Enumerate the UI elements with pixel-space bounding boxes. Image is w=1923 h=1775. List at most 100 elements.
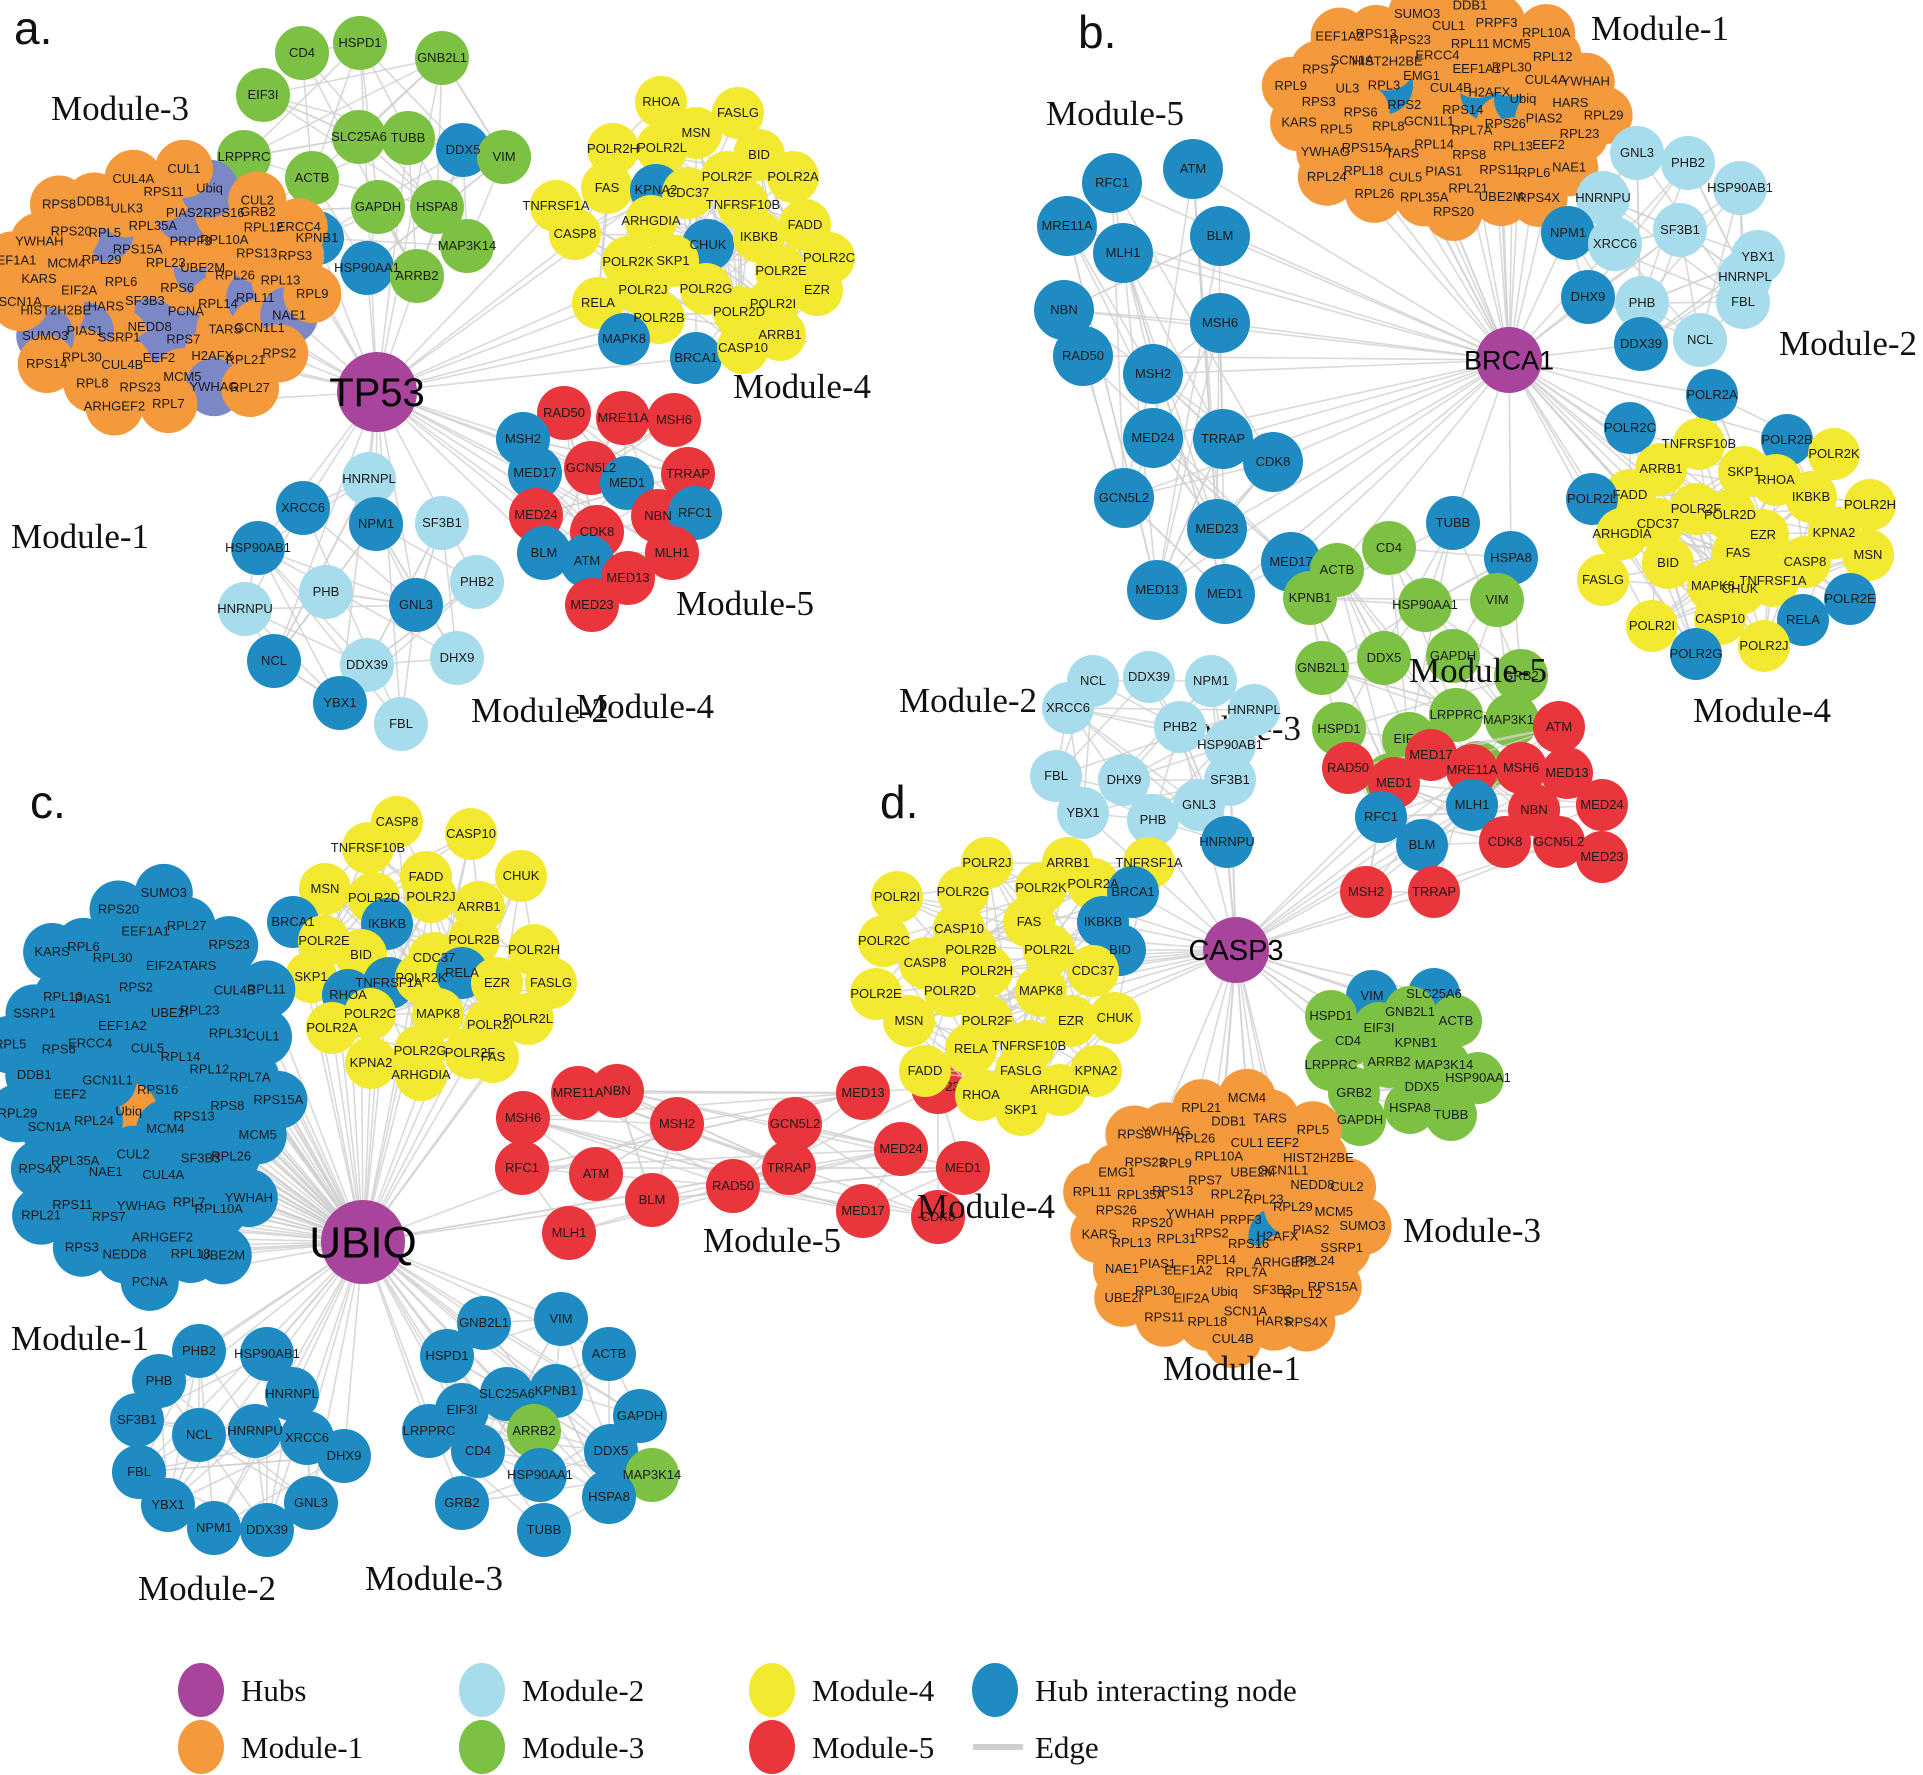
node-label-CDK8: CDK8 xyxy=(580,524,615,539)
node-HSP90AB1 xyxy=(1713,161,1767,215)
node-label-RPL23: RPL23 xyxy=(1244,1192,1284,1207)
node-label-ARRB2: ARRB2 xyxy=(395,268,438,283)
node-RFC1 xyxy=(1355,791,1407,843)
node-label-RPS20: RPS20 xyxy=(1433,204,1474,219)
node-label-PHB: PHB xyxy=(313,584,340,599)
node-label-PIAS1: PIAS1 xyxy=(1139,1256,1176,1271)
node-label-RPL9: RPL9 xyxy=(1159,1155,1192,1170)
node-label-FASLG: FASLG xyxy=(530,975,572,990)
node-label-RPL3: RPL3 xyxy=(1368,77,1401,92)
node-FBL xyxy=(1030,750,1082,802)
node-HNRNPU xyxy=(1201,816,1253,868)
node-RPL11 xyxy=(1063,1162,1122,1221)
node-label-POLR2C: POLR2C xyxy=(803,250,855,265)
node-label-EEF1A2: EEF1A2 xyxy=(98,1018,146,1033)
node-label-MSN: MSN xyxy=(895,1013,924,1028)
node-label-POLR2I: POLR2I xyxy=(1629,618,1675,633)
node-label-GRB2: GRB2 xyxy=(444,1495,479,1510)
node-DDX39 xyxy=(1123,651,1175,703)
node-label-SF3B3: SF3B3 xyxy=(181,1151,221,1166)
node-label-MSH2: MSH2 xyxy=(505,431,541,446)
node-label-UBE2I: UBE2I xyxy=(151,1005,189,1020)
node-label-POLR2F: POLR2F xyxy=(445,1045,496,1060)
node-RAD50 xyxy=(1053,326,1113,386)
node-PHB2 xyxy=(450,555,504,609)
node-label-MSN: MSN xyxy=(682,125,711,140)
node-label-RPL12: RPL12 xyxy=(189,1061,229,1076)
node-GAPDH xyxy=(1426,629,1480,683)
node-label-MAP3K14: MAP3K14 xyxy=(1415,1057,1474,1072)
node-label-MSH6: MSH6 xyxy=(1202,315,1238,330)
node-label-POLR2I: POLR2I xyxy=(874,889,920,904)
module-title-module-1: Module-1 xyxy=(1591,9,1729,48)
node-DDX39 xyxy=(240,1503,294,1557)
node-FADD xyxy=(899,1045,951,1097)
node-CD4 xyxy=(1362,521,1416,575)
node-HNRNPL xyxy=(265,1367,319,1421)
node-label-SF3B3: SF3B3 xyxy=(1253,1282,1293,1297)
node-label-MLH1: MLH1 xyxy=(1106,245,1141,260)
node-TUBB xyxy=(381,111,435,165)
node-label-TRRAP: TRRAP xyxy=(1412,884,1456,899)
node-FBL xyxy=(1716,275,1770,329)
node-label-TRRAP: TRRAP xyxy=(666,466,710,481)
node-NCL xyxy=(172,1408,226,1462)
node-label-CUL4B: CUL4B xyxy=(1430,80,1472,95)
node-label-GNB2L1: GNB2L1 xyxy=(1297,660,1347,675)
node-label-CDK8: CDK8 xyxy=(1256,454,1291,469)
node-label-NBN: NBN xyxy=(1050,302,1077,317)
node-label-CASP8: CASP8 xyxy=(376,814,419,829)
node-label-HNRNPU: HNRNPU xyxy=(227,1423,283,1438)
node-label-CASP10: CASP10 xyxy=(446,826,496,841)
node-label-NCL: NCL xyxy=(186,1427,212,1442)
node-label-MSH2: MSH2 xyxy=(1348,884,1384,899)
node-label-RPS8: RPS8 xyxy=(1452,147,1486,162)
node-MED24 xyxy=(874,1122,928,1176)
node-label-MED24: MED24 xyxy=(1580,797,1623,812)
node-POLR2G xyxy=(1670,628,1722,680)
node-label-RPL26: RPL26 xyxy=(211,1148,251,1163)
node-label-ARHGEF2: ARHGEF2 xyxy=(132,1229,193,1244)
node-CDK8 xyxy=(1479,816,1531,868)
node-label-POLR2C: POLR2C xyxy=(858,933,910,948)
node-VIM xyxy=(534,1292,588,1346)
node-label-RPS15A: RPS15A xyxy=(253,1092,303,1107)
node-label-KPNB1: KPNB1 xyxy=(1395,1035,1438,1050)
node-label-NEDD8: NEDD8 xyxy=(128,319,172,334)
node-label-TUBB: TUBB xyxy=(391,130,426,145)
node-MED24 xyxy=(1123,408,1183,468)
node-label-SF3B1: SF3B1 xyxy=(1660,222,1700,237)
node-label-PHB: PHB xyxy=(146,1373,173,1388)
node-label-ERCC4: ERCC4 xyxy=(277,219,321,234)
node-RAD50 xyxy=(537,386,591,440)
node-label-KPNA2: KPNA2 xyxy=(635,182,678,197)
nodes xyxy=(1034,0,1896,807)
node-label-RPS20: RPS20 xyxy=(98,901,139,916)
node-TNFRSF10B xyxy=(342,822,394,874)
node-label-POLR2L: POLR2L xyxy=(637,140,687,155)
node-NPM1 xyxy=(1541,206,1595,260)
node-label-RAD50: RAD50 xyxy=(1327,760,1369,775)
node-label-SSRP1: SSRP1 xyxy=(13,1005,56,1020)
node-label-POLR2L: POLR2L xyxy=(503,1011,553,1026)
node-label-RPL11: RPL11 xyxy=(1451,36,1490,51)
node-YBX1 xyxy=(141,1478,195,1532)
node-label-POLR2G: POLR2G xyxy=(680,281,733,296)
node-label-RPS2: RPS2 xyxy=(1195,1225,1229,1240)
node-RELA xyxy=(945,1023,997,1075)
node-label-RPS13: RPS13 xyxy=(1152,1183,1193,1198)
node-label-POLR2G: POLR2G xyxy=(394,1043,447,1058)
panel-letter: c. xyxy=(30,776,66,828)
node-label-FASLG: FASLG xyxy=(1000,1063,1042,1078)
node-label-CUL2: CUL2 xyxy=(1330,1179,1363,1194)
node-HSP90AA1 xyxy=(340,241,394,295)
node-label-RPL35A: RPL35A xyxy=(1117,1187,1166,1202)
node-label-KPNB1: KPNB1 xyxy=(535,1383,578,1398)
node-label-ARHGDIA: ARHGDIA xyxy=(391,1067,451,1082)
node-XRCC6 xyxy=(276,481,330,535)
node-label-MAP3K14: MAP3K14 xyxy=(1483,712,1542,727)
node-label-SCN1A: SCN1A xyxy=(1331,53,1375,68)
node-label-POLR2B: POLR2B xyxy=(633,310,684,325)
node-label-CASP8: CASP8 xyxy=(1784,554,1827,569)
node-label-RELA: RELA xyxy=(954,1041,988,1056)
